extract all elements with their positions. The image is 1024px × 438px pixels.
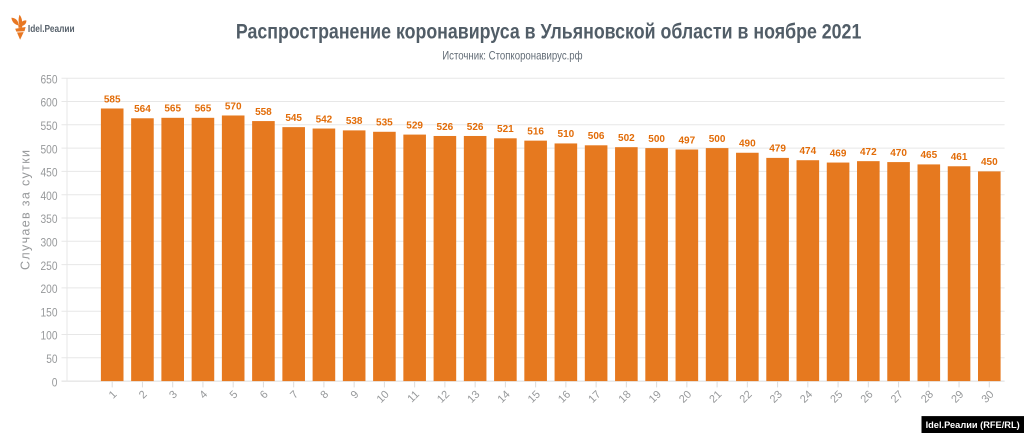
- svg-text:450: 450: [981, 157, 998, 168]
- svg-text:570: 570: [225, 101, 242, 112]
- svg-text:545: 545: [285, 113, 302, 124]
- svg-text:470: 470: [890, 148, 907, 159]
- svg-text:500: 500: [648, 134, 665, 145]
- svg-text:472: 472: [860, 147, 877, 158]
- svg-text:558: 558: [255, 107, 272, 118]
- svg-text:465: 465: [920, 150, 937, 161]
- svg-text:585: 585: [104, 94, 121, 105]
- svg-text:650: 650: [41, 72, 58, 86]
- svg-text:535: 535: [376, 118, 393, 129]
- svg-text:500: 500: [709, 134, 726, 145]
- svg-text:469: 469: [830, 148, 847, 159]
- svg-text:542: 542: [316, 114, 333, 125]
- svg-text:564: 564: [134, 104, 151, 115]
- svg-text:250: 250: [41, 259, 58, 273]
- svg-text:479: 479: [769, 144, 786, 155]
- svg-text:516: 516: [527, 126, 544, 137]
- svg-text:50: 50: [46, 352, 58, 366]
- svg-text:Источник: Стопкоронавирус.рф: Источник: Стопкоронавирус.рф: [442, 48, 582, 62]
- svg-text:538: 538: [346, 116, 363, 127]
- svg-text:461: 461: [951, 152, 968, 163]
- svg-text:400: 400: [41, 189, 58, 203]
- svg-text:474: 474: [799, 146, 816, 157]
- svg-text:Распространение коронавируса в: Распространение коронавируса в Ульяновск…: [236, 21, 862, 44]
- svg-text:565: 565: [195, 104, 212, 115]
- svg-text:0: 0: [52, 375, 58, 389]
- svg-text:200: 200: [41, 282, 58, 296]
- svg-text:450: 450: [41, 166, 58, 180]
- svg-text:526: 526: [437, 122, 454, 133]
- svg-text:300: 300: [41, 236, 58, 250]
- svg-text:550: 550: [41, 119, 58, 133]
- svg-text:Idel.Реалии (RFE/RL): Idel.Реалии (RFE/RL): [926, 420, 1020, 431]
- svg-text:521: 521: [497, 124, 514, 135]
- svg-text:150: 150: [41, 305, 58, 319]
- svg-text:490: 490: [739, 139, 756, 150]
- svg-text:Idel.Реалии: Idel.Реалии: [28, 24, 75, 35]
- svg-text:350: 350: [41, 212, 58, 226]
- svg-text:Случаев за сутки: Случаев за сутки: [18, 150, 32, 270]
- svg-text:500: 500: [41, 142, 58, 156]
- svg-text:502: 502: [618, 133, 635, 144]
- svg-text:497: 497: [679, 135, 696, 146]
- svg-text:506: 506: [588, 131, 605, 142]
- svg-text:526: 526: [467, 122, 484, 133]
- svg-text:100: 100: [41, 329, 58, 343]
- svg-text:510: 510: [558, 129, 575, 140]
- svg-text:529: 529: [406, 120, 423, 131]
- svg-text:600: 600: [41, 96, 58, 110]
- svg-text:565: 565: [164, 104, 181, 115]
